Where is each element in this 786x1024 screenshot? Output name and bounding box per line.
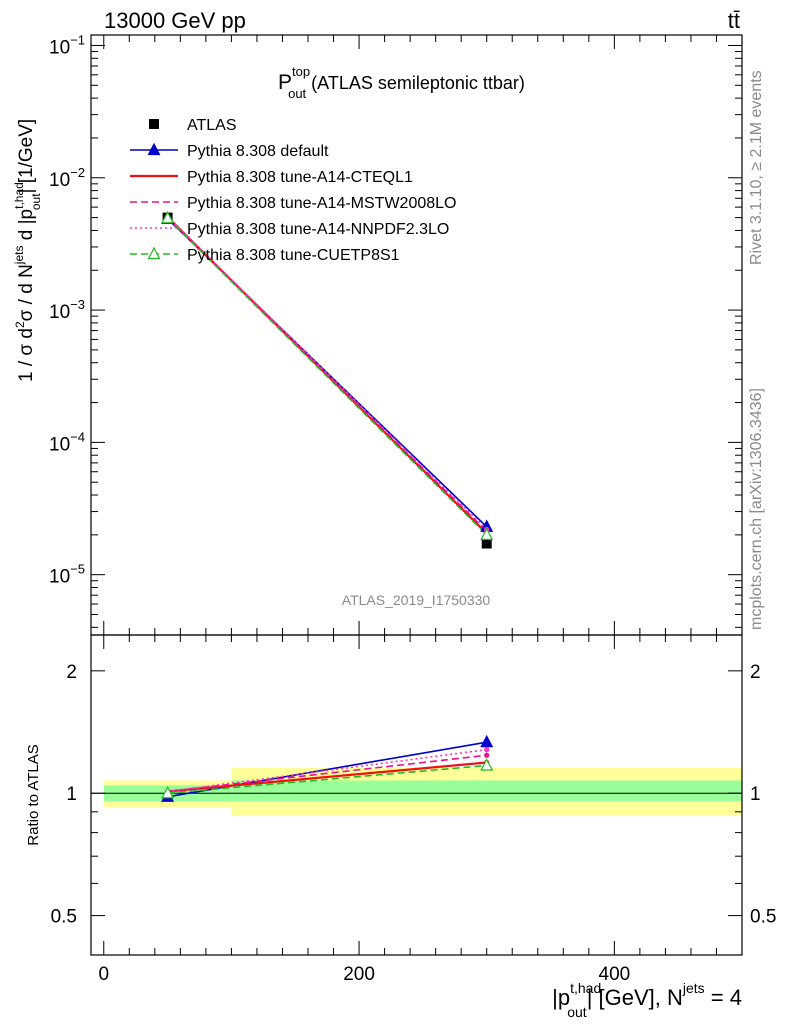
main-y-tick-label: 10−2 bbox=[49, 165, 85, 191]
x-tick-label: 200 bbox=[343, 964, 375, 985]
ratio-marker-nnpdf bbox=[484, 747, 490, 753]
legend-label-nnpdf: Pythia 8.308 tune-A14-NNPDF2.3LO bbox=[187, 221, 449, 238]
legend-label-data: ATLAS bbox=[187, 117, 237, 134]
ratio-y-tick-label-left: 1 bbox=[66, 784, 77, 805]
analysis-id: ATLAS_2019_I1750330 bbox=[342, 592, 491, 608]
ratio-y-tick-label-left: 0.5 bbox=[51, 907, 77, 928]
legend-marker-default bbox=[147, 142, 161, 156]
data-point bbox=[481, 538, 492, 549]
rivet-version-label: Rivet 3.1.10, ≥ 2.1M events bbox=[748, 70, 765, 265]
plot-title: Ptop out (ATLAS semileptonic ttbar) bbox=[278, 64, 525, 101]
ratio-y-axis-label: Ratio to ATLAS bbox=[25, 744, 42, 845]
series-line-mstw bbox=[167, 216, 488, 532]
legend-label-default: Pythia 8.308 default bbox=[187, 143, 329, 160]
legend-marker-data bbox=[149, 119, 159, 129]
ratio-line-cteql1 bbox=[167, 761, 487, 793]
ratio-y-tick-label-right: 1 bbox=[750, 784, 761, 805]
ratio-marker-cuetp bbox=[480, 758, 494, 771]
main-y-tick-label: 10−3 bbox=[49, 297, 85, 323]
main-y-tick-label: 10−4 bbox=[49, 429, 85, 455]
ratio-stat-band bbox=[231, 780, 743, 802]
marker-cuetp bbox=[161, 210, 175, 224]
ratio-marker-mstw bbox=[484, 752, 490, 758]
ratio-y-tick-label-right: 0.5 bbox=[750, 907, 776, 928]
main-y-tick-label: 10−5 bbox=[49, 562, 85, 588]
series-line-cuetp bbox=[167, 217, 488, 536]
ratio-marker-default bbox=[480, 734, 494, 748]
ratio-line-nnpdf bbox=[167, 748, 487, 793]
legend-label-mstw: Pythia 8.308 tune-A14-MSTW2008LO bbox=[187, 195, 456, 212]
energy-label: 13000 GeV pp bbox=[104, 8, 246, 33]
title-rest: (ATLAS semileptonic ttbar) bbox=[306, 73, 525, 93]
ratio-y-tick-label-right: 2 bbox=[750, 662, 761, 683]
x-tick-label: 400 bbox=[599, 964, 631, 985]
ratio-frame bbox=[90, 634, 743, 956]
process-label: tt̄ bbox=[728, 8, 740, 33]
legend-label-cteql1: Pythia 8.308 tune-A14-CTEQL1 bbox=[187, 169, 413, 186]
x-tick-label: 0 bbox=[98, 964, 109, 985]
main-y-axis-label: 1 / σ d2σ / d Njets d |pt,had out| [1/GeV… bbox=[12, 119, 43, 382]
legend-label-cuetp: Pythia 8.308 tune-CUETP8S1 bbox=[187, 247, 400, 264]
ratio-marker-cuetp bbox=[161, 785, 175, 799]
title-sup: top bbox=[292, 64, 310, 79]
ratio-line-cuetp bbox=[167, 764, 487, 795]
title-main: P bbox=[278, 71, 292, 94]
x-axis-label: |pt,had out| [GeV], Njets = 4 bbox=[552, 980, 742, 1020]
main-y-tick-label: 10−1 bbox=[49, 32, 85, 58]
ratio-line-mstw bbox=[167, 754, 487, 793]
marker-cuetp bbox=[480, 527, 494, 540]
legend-marker-cuetp bbox=[147, 246, 161, 260]
title-sub: out bbox=[288, 86, 306, 101]
ratio-y-tick-label-left: 2 bbox=[66, 662, 77, 683]
mcplots-label: mcplots.cern.ch [arXiv:1306.3436] bbox=[748, 388, 765, 630]
